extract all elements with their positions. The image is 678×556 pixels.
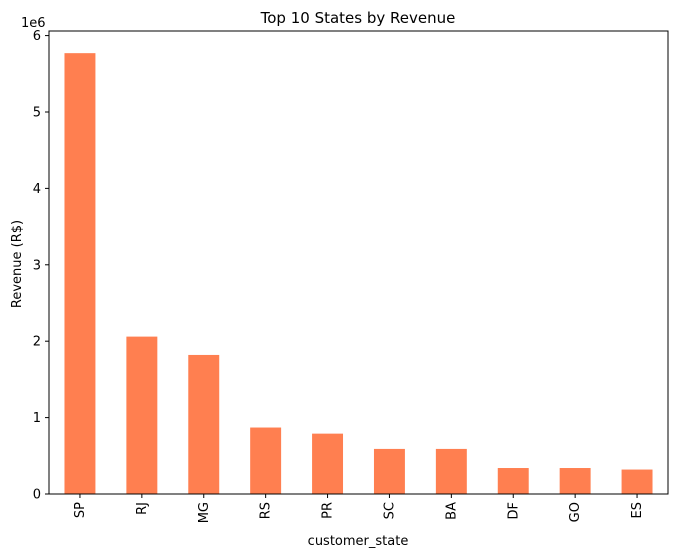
- y-axis-label: Revenue (R$): [10, 220, 25, 308]
- bar-sc: [373, 448, 405, 494]
- x-axis-ticks: SP RJ MG RS PR SC BA DF GO ES: [73, 494, 645, 523]
- y-tick-label: 5: [33, 105, 41, 120]
- y-tick-label: 6: [33, 29, 41, 44]
- bars-group: [64, 53, 653, 494]
- x-tick-label: SC: [382, 502, 397, 519]
- x-tick-label: PR: [321, 502, 336, 519]
- bar-go: [559, 468, 591, 494]
- x-tick-label: RS: [259, 502, 274, 519]
- x-tick-label: RJ: [135, 502, 150, 515]
- y-axis-offset-label: 1e6: [21, 16, 46, 31]
- x-tick-label: DF: [506, 502, 521, 520]
- x-tick-label: MG: [197, 502, 212, 523]
- bar-ba: [435, 448, 467, 494]
- bar-pr: [312, 433, 344, 494]
- x-tick-label: GO: [568, 502, 583, 522]
- bar-rs: [250, 427, 282, 494]
- chart-title: Top 10 States by Revenue: [260, 9, 456, 27]
- plot-frame: [48, 30, 669, 495]
- bar-sp: [64, 53, 96, 494]
- bar-es: [621, 469, 653, 494]
- bar-df: [497, 468, 529, 494]
- y-tick-label: 3: [33, 258, 41, 273]
- x-tick-label: ES: [630, 502, 645, 518]
- y-tick-label: 4: [33, 182, 41, 197]
- y-tick-label: 0: [33, 488, 41, 503]
- y-axis-ticks: 0 1 2 3 4 5 6: [33, 29, 49, 503]
- x-tick-label: SP: [73, 502, 88, 518]
- x-axis-label: customer_state: [308, 534, 409, 549]
- y-tick-label: 2: [33, 335, 41, 350]
- bar-mg: [188, 354, 220, 494]
- y-tick-label: 1: [33, 411, 41, 426]
- x-tick-label: BA: [444, 502, 459, 520]
- bar-rj: [126, 336, 158, 494]
